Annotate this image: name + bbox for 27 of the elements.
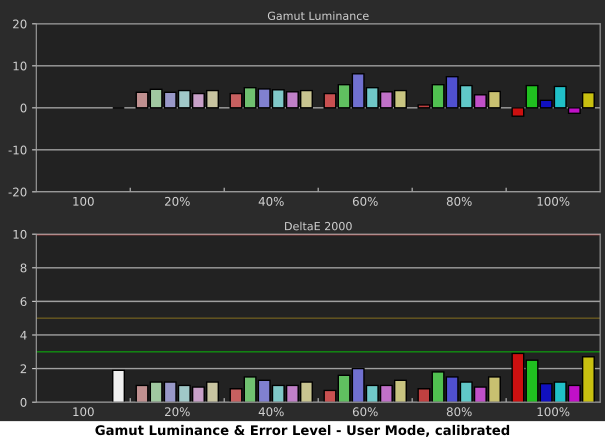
y-tick-label: 0: [20, 398, 26, 407]
x-tick-label: 60%: [352, 196, 378, 206]
y-tick-label: 6: [20, 297, 27, 306]
bar: [112, 370, 126, 402]
x-tick-label: 20%: [165, 407, 190, 416]
x-tick-label: 100%: [538, 407, 570, 416]
x-tick-label: 100: [73, 196, 94, 206]
y-tick-label: -20: [8, 188, 26, 196]
y-tick-label: 0: [20, 104, 26, 112]
x-tick-label: 100: [73, 407, 94, 416]
y-tick-label: 20: [13, 20, 26, 28]
x-tick-label: 80%: [446, 407, 472, 416]
y-tick-label: 4: [20, 330, 27, 340]
chart-title: Gamut Luminance: [268, 11, 369, 20]
y-tick-label: 2: [20, 364, 26, 374]
x-tick-label: 80%: [446, 196, 472, 206]
y-tick-label: 8: [20, 264, 26, 272]
x-tick-label: 20%: [165, 196, 190, 206]
x-tick-label: 60%: [352, 407, 378, 416]
y-tick-label: -10: [8, 146, 26, 154]
x-tick-label: 40%: [258, 407, 284, 416]
x-tick-label: 40%: [258, 196, 284, 206]
text: Gamut Luminance & Error Level - User Mode, calibrated: [95, 424, 510, 437]
x-tick-label: 100%: [538, 196, 570, 206]
y-tick-label: 10: [14, 62, 26, 70]
chart-title: DeltaE 2000: [285, 222, 352, 230]
y-tick-label: 10: [14, 230, 26, 239]
